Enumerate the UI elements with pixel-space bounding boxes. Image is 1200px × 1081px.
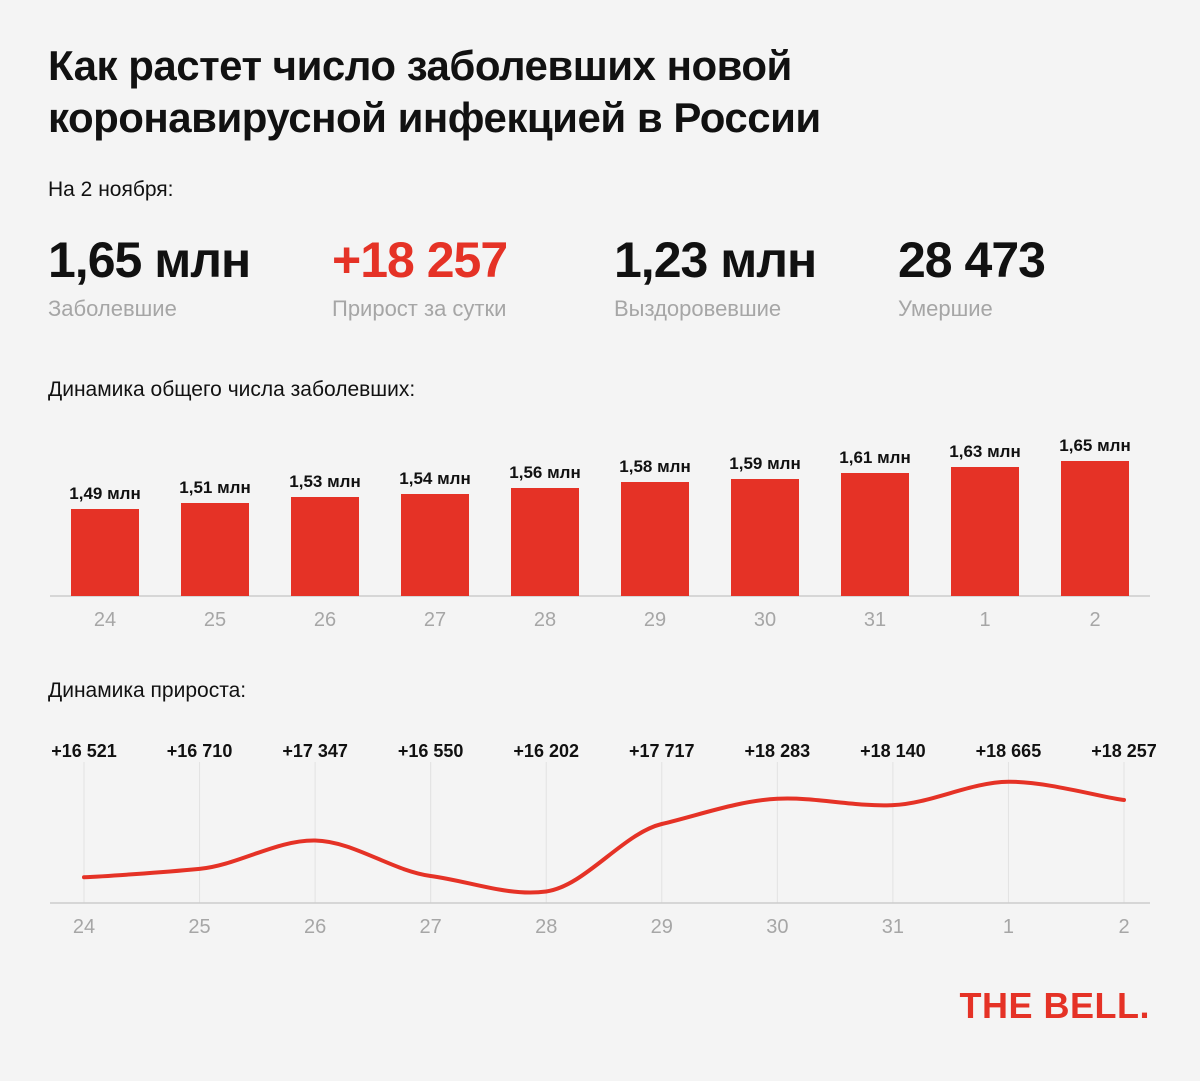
daily-growth-point-label: +18 283 bbox=[745, 741, 811, 761]
total-cases-bar bbox=[731, 479, 799, 596]
the-bell-logo: THE BELL. bbox=[959, 985, 1150, 1026]
daily-growth-line bbox=[82, 779, 1126, 895]
line-chart-x-tick: 26 bbox=[304, 916, 326, 938]
total-cases-bar bbox=[841, 473, 909, 596]
stat-daily-growth-label: Прирост за сутки bbox=[332, 296, 507, 321]
total-cases-chart-label: Динамика общего числа заболевших: bbox=[48, 378, 416, 401]
bar-chart-x-tick: 28 bbox=[534, 609, 556, 631]
line-chart-x-tick: 31 bbox=[882, 916, 904, 938]
total-cases-bar bbox=[511, 488, 579, 596]
line-chart-x-tick: 24 bbox=[73, 916, 95, 938]
total-cases-bar bbox=[401, 494, 469, 596]
stat-cases-value: 1,65 млн bbox=[48, 232, 251, 288]
bar-chart-x-tick: 25 bbox=[204, 609, 226, 631]
total-cases-bar-label: 1,59 млн bbox=[729, 454, 800, 473]
stat-cases: 1,65 млн Заболевшие bbox=[48, 228, 251, 322]
stat-deaths-value: 28 473 bbox=[898, 232, 1046, 288]
daily-growth-point-label: +18 665 bbox=[976, 741, 1042, 761]
daily-growth-point-label: +16 550 bbox=[398, 741, 464, 761]
line-chart-x-tick: 29 bbox=[651, 916, 673, 938]
daily-growth-point-label: +16 202 bbox=[513, 741, 579, 761]
total-cases-bar-label: 1,51 млн bbox=[179, 478, 250, 497]
stat-recovered: 1,23 млн Выздоровевшие bbox=[614, 228, 817, 322]
total-cases-bar-label: 1,53 млн bbox=[289, 472, 360, 491]
bar-chart-x-tick: 31 bbox=[864, 609, 886, 631]
daily-growth-point-label: +16 710 bbox=[167, 741, 233, 761]
line-chart-x-tick: 2 bbox=[1118, 916, 1129, 938]
daily-growth-point-label: +17 717 bbox=[629, 741, 695, 761]
daily-growth-line-chart: +16 521 24 +16 710 25 +17 347 26 +16 550 27 +16 … bbox=[50, 741, 1157, 938]
stat-daily-growth-value: +18 257 bbox=[332, 232, 508, 288]
total-cases-bar-label: 1,56 млн bbox=[509, 463, 580, 482]
line-chart-x-tick: 25 bbox=[188, 916, 210, 938]
total-cases-bar-label: 1,58 млн bbox=[619, 457, 690, 476]
total-cases-bar-label: 1,65 млн bbox=[1059, 436, 1130, 455]
stat-deaths-label: Умершие bbox=[898, 296, 993, 321]
total-cases-bar bbox=[291, 497, 359, 596]
line-chart-x-tick: 30 bbox=[766, 916, 788, 938]
stat-deaths: 28 473 Умершие bbox=[898, 228, 1046, 322]
bar-chart-x-tick: 27 bbox=[424, 609, 446, 631]
total-cases-bar-label: 1,49 млн bbox=[69, 484, 140, 503]
as-of-date: На 2 ноября: bbox=[48, 178, 174, 201]
bar-chart-x-tick: 30 bbox=[754, 609, 776, 631]
daily-growth-point-label: +16 521 bbox=[51, 741, 117, 761]
daily-growth-point-label: +17 347 bbox=[282, 741, 348, 761]
line-chart-x-tick: 1 bbox=[1003, 916, 1014, 938]
total-cases-bar bbox=[621, 482, 689, 596]
stat-cases-label: Заболевшие bbox=[48, 296, 177, 321]
bar-chart-x-tick: 2 bbox=[1089, 609, 1100, 631]
total-cases-bar-label: 1,63 млн bbox=[949, 442, 1020, 461]
bar-chart-x-tick: 1 bbox=[979, 609, 990, 631]
daily-growth-point-label: +18 140 bbox=[860, 741, 926, 761]
total-cases-bar-chart: 1,49 млн 24 1,51 млн 25 1,53 млн 26 1,54 млн 27… bbox=[50, 436, 1150, 631]
total-cases-bar-label: 1,54 млн bbox=[399, 469, 470, 488]
bar-chart-x-tick: 26 bbox=[314, 609, 336, 631]
line-chart-x-tick: 27 bbox=[420, 916, 442, 938]
bar-chart-x-tick: 24 bbox=[94, 609, 116, 631]
total-cases-bar bbox=[181, 503, 249, 596]
daily-growth-chart-label: Динамика прироста: bbox=[48, 679, 247, 702]
stat-recovered-value: 1,23 млн bbox=[614, 232, 817, 288]
total-cases-bar-label: 1,61 млн bbox=[839, 448, 910, 467]
total-cases-bar bbox=[951, 467, 1019, 596]
line-chart-x-tick: 28 bbox=[535, 916, 557, 938]
total-cases-bar bbox=[71, 509, 139, 596]
total-cases-bar bbox=[1061, 461, 1129, 596]
stat-daily-growth: +18 257 Прирост за сутки bbox=[332, 228, 508, 322]
bar-chart-x-tick: 29 bbox=[644, 609, 666, 631]
stat-recovered-label: Выздоровевшие bbox=[614, 296, 782, 321]
page-title: Как растет число заболевших новой корона… bbox=[48, 42, 821, 141]
daily-growth-point-label: +18 257 bbox=[1091, 741, 1157, 761]
